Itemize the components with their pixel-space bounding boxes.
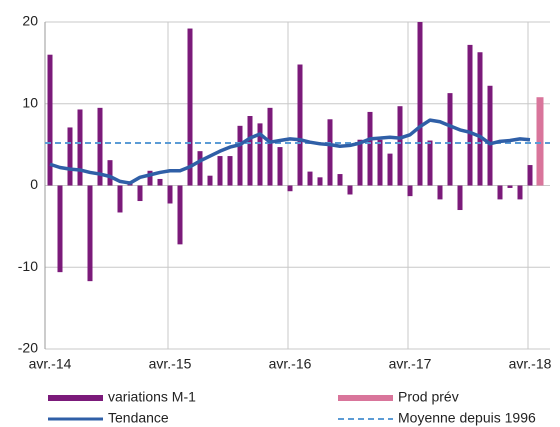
legend-label: Prod prév <box>398 389 459 405</box>
bar <box>197 151 203 186</box>
bar <box>107 160 113 186</box>
bar <box>297 64 303 186</box>
bar <box>317 177 323 186</box>
bar <box>237 125 243 186</box>
x-tick-label: avr.-18 <box>509 356 552 372</box>
y-tick-label: -10 <box>18 258 38 274</box>
bar <box>227 156 233 186</box>
bar <box>157 178 163 186</box>
bar <box>167 185 173 204</box>
bar <box>67 127 73 186</box>
y-tick-label: -20 <box>18 340 38 356</box>
bar <box>87 185 93 282</box>
bar <box>187 28 193 186</box>
bar <box>277 147 283 186</box>
bar <box>377 139 383 186</box>
bar <box>77 109 83 186</box>
y-tick-label: 10 <box>22 94 38 110</box>
bar <box>467 44 473 186</box>
bar <box>367 111 373 186</box>
legend-label: Tendance <box>108 410 169 426</box>
bar <box>307 171 313 186</box>
bar <box>427 140 433 186</box>
bar <box>177 185 183 245</box>
bar <box>487 85 493 186</box>
bar <box>97 107 103 186</box>
bar <box>477 52 483 186</box>
bar <box>407 185 413 197</box>
bar <box>437 185 443 200</box>
bar <box>147 170 153 186</box>
bar <box>387 153 393 186</box>
bar <box>517 185 523 200</box>
bar <box>447 93 453 186</box>
legend-label: variations M-1 <box>108 389 196 405</box>
bar <box>57 185 63 273</box>
bar <box>137 185 143 202</box>
x-tick-label: avr.-16 <box>269 356 312 372</box>
bar <box>327 119 333 186</box>
bar <box>117 185 123 213</box>
bar <box>357 139 363 186</box>
y-tick-label: 20 <box>22 13 38 29</box>
x-tick-label: avr.-17 <box>389 356 432 372</box>
bar <box>267 107 273 186</box>
bar <box>536 97 544 186</box>
bar <box>497 185 503 200</box>
bar <box>47 54 53 186</box>
y-tick-label: 0 <box>30 176 38 192</box>
bar <box>257 123 263 186</box>
bar <box>397 106 403 186</box>
bar <box>217 156 223 186</box>
bar <box>287 185 293 192</box>
x-tick-label: avr.-14 <box>29 356 72 372</box>
bar <box>417 22 423 186</box>
bar <box>457 185 463 211</box>
bar <box>337 174 343 186</box>
bar <box>347 185 353 195</box>
legend-label: Moyenne depuis 1996 <box>398 410 536 426</box>
bar <box>247 116 253 186</box>
x-tick-label: avr.-15 <box>149 356 192 372</box>
bar <box>527 165 533 186</box>
bar <box>207 175 213 186</box>
bar <box>507 185 513 188</box>
trend-line <box>49 118 531 185</box>
